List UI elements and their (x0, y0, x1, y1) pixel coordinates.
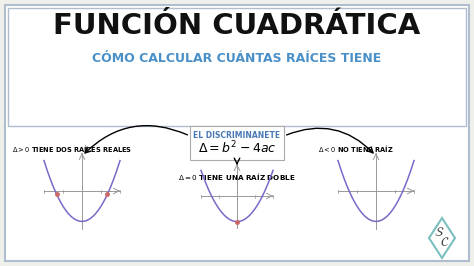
Text: $\mathcal{C}$: $\mathcal{C}$ (440, 236, 450, 250)
Text: EL DISCRIMINANETE: EL DISCRIMINANETE (193, 131, 281, 139)
Text: $\mathcal{S}$: $\mathcal{S}$ (434, 227, 444, 239)
FancyBboxPatch shape (5, 5, 469, 261)
Polygon shape (429, 218, 455, 258)
Text: $\Delta < 0$ NO TIENE RAÍZ: $\Delta < 0$ NO TIENE RAÍZ (318, 143, 394, 155)
Text: CÓMO CALCULAR CUÁNTAS RAÍCES TIENE: CÓMO CALCULAR CUÁNTAS RAÍCES TIENE (92, 52, 382, 64)
Text: $\Delta = 0$ TIENE UNA RAÍZ DOBLE: $\Delta = 0$ TIENE UNA RAÍZ DOBLE (178, 171, 296, 181)
Text: FUNCIÓN CUADRÁTICA: FUNCIÓN CUADRÁTICA (54, 12, 420, 40)
Text: $\Delta= b^2 - 4ac$: $\Delta= b^2 - 4ac$ (198, 140, 276, 156)
Text: $\Delta > 0$ TIENE DOS RAÍCES REALES: $\Delta > 0$ TIENE DOS RAÍCES REALES (12, 143, 132, 155)
FancyBboxPatch shape (190, 126, 284, 160)
FancyBboxPatch shape (8, 8, 466, 126)
